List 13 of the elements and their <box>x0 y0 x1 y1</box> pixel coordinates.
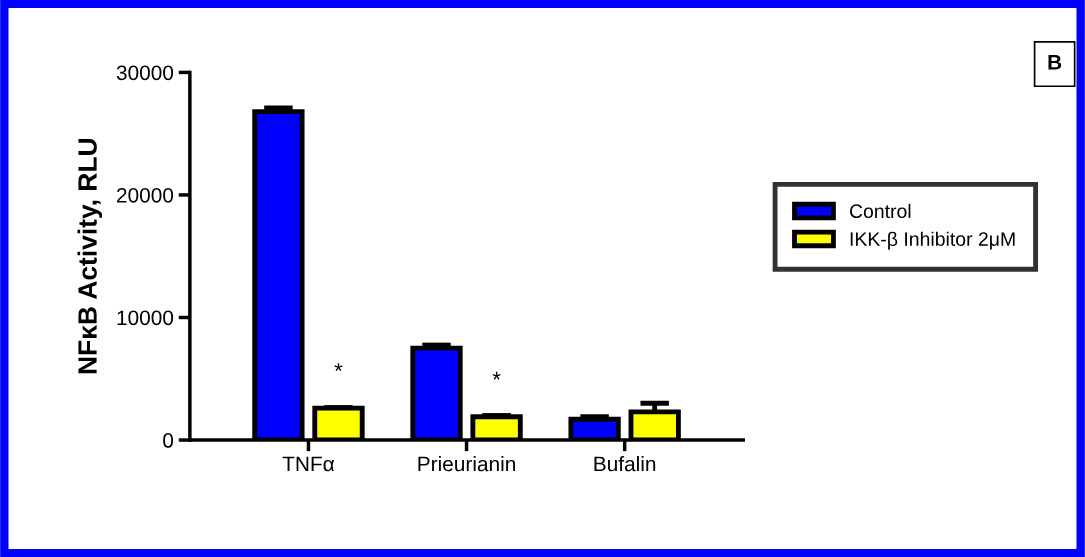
legend-label: Control <box>849 203 911 219</box>
y-tick-label: 20000 <box>117 187 174 203</box>
x-tick-label: Bufalin <box>594 456 656 472</box>
y-axis-title: NFκB Activity, RLU <box>77 139 103 374</box>
annotation: * <box>334 363 343 372</box>
text: B <box>1048 55 1062 70</box>
legend-label: IKK-β Inhibitor 2μM <box>850 231 1015 250</box>
x-tick-label: TNFα <box>282 456 335 472</box>
y-tick-label: 10000 <box>117 310 174 326</box>
y-tick-label: 30000 <box>116 65 174 81</box>
x-tick-label: Prieurianin <box>418 456 515 472</box>
annotation: * <box>492 371 501 380</box>
y-tick-label: 0 <box>163 433 174 448</box>
